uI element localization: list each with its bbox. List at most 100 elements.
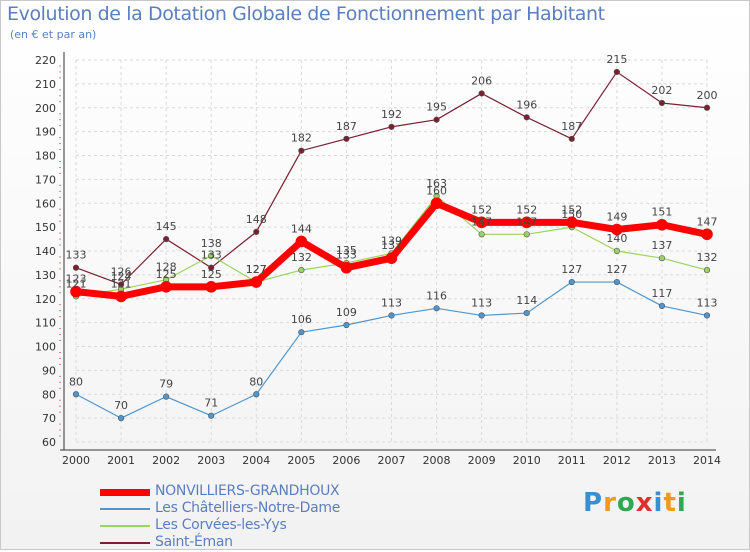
data-label: 195 — [426, 101, 447, 114]
data-label: 79 — [159, 378, 173, 391]
legend-swatch — [100, 508, 150, 510]
logo-letter: t — [663, 488, 677, 518]
proxiti-logo: Proxiti — [583, 488, 687, 518]
data-point — [658, 255, 666, 262]
x-tick-label: 2004 — [242, 454, 270, 467]
data-label: 196 — [516, 98, 537, 111]
data-point — [478, 312, 485, 319]
logo-letter: i — [676, 488, 687, 518]
data-label: 202 — [651, 84, 672, 97]
data-point — [388, 312, 395, 319]
data-label: 109 — [336, 306, 357, 319]
y-tick-label: 80 — [42, 388, 56, 401]
x-tick-label: 2014 — [693, 454, 721, 467]
data-point — [388, 123, 395, 130]
data-point — [430, 197, 443, 210]
legend-label: Les Corvées-les-Yys — [155, 517, 287, 533]
data-label: 192 — [381, 108, 402, 121]
logo-letter: i — [653, 488, 664, 518]
data-label: 152 — [471, 203, 492, 216]
data-point — [115, 290, 127, 303]
data-point — [163, 393, 170, 400]
data-point — [658, 302, 666, 310]
data-point — [385, 252, 398, 264]
chart-title: Evolution de la Dotation Globale de Fonc… — [7, 3, 605, 25]
legend-label: Saint-Éman — [155, 534, 233, 550]
data-label: 113 — [471, 296, 492, 309]
legend-label: Les Châtelliers-Notre-Dame — [155, 500, 341, 516]
x-tick-label: 2001 — [107, 454, 135, 467]
chart-subtitle: (en € et par an) — [10, 28, 97, 41]
data-point — [117, 415, 125, 422]
data-label: 160 — [426, 184, 447, 197]
y-tick-label: 140 — [35, 245, 56, 258]
data-label: 132 — [291, 251, 312, 264]
data-label: 80 — [69, 375, 83, 388]
data-label: 133 — [201, 249, 222, 262]
data-point — [523, 309, 530, 317]
data-label: 106 — [291, 313, 312, 326]
y-tick-label: 90 — [42, 364, 56, 377]
y-tick-label: 120 — [35, 293, 56, 306]
data-label: 133 — [66, 249, 87, 262]
data-label: 151 — [651, 206, 672, 219]
data-point — [70, 285, 82, 298]
data-label: 135 — [336, 244, 357, 257]
data-label: 71 — [204, 397, 218, 410]
data-label: 123 — [66, 273, 87, 286]
data-label: 121 — [111, 277, 132, 290]
data-label: 128 — [156, 261, 177, 274]
data-point — [72, 264, 80, 271]
y-tick-label: 110 — [35, 317, 56, 330]
data-point — [656, 218, 668, 231]
data-label: 137 — [381, 239, 402, 252]
data-label: 152 — [561, 203, 582, 216]
series-lines — [70, 68, 713, 422]
data-label: 187 — [336, 120, 357, 133]
logo-letter: r — [603, 488, 617, 518]
data-label: 113 — [381, 296, 402, 309]
x-tick-label: 2005 — [287, 454, 315, 467]
legend-label: NONVILLIERS-GRANDHOUX — [155, 483, 340, 499]
data-point — [613, 68, 620, 76]
data-point — [611, 223, 623, 236]
data-point — [250, 276, 263, 288]
data-label: 140 — [606, 232, 627, 245]
data-point — [72, 391, 80, 398]
data-label: 121 — [66, 277, 87, 290]
data-point — [478, 90, 485, 97]
data-label: 137 — [651, 239, 672, 252]
legend-swatch — [100, 542, 150, 544]
data-point — [298, 329, 305, 336]
grid — [75, 59, 708, 443]
data-label: 150 — [561, 208, 582, 221]
data-point — [205, 281, 218, 293]
logo-letter: x — [635, 488, 654, 518]
y-tick-label: 160 — [35, 197, 56, 210]
data-label: 114 — [516, 294, 537, 307]
data-label: 124 — [111, 270, 132, 283]
x-tick-label: 2006 — [332, 454, 360, 467]
data-point — [475, 216, 488, 229]
x-tick-label: 2013 — [648, 454, 676, 467]
data-point — [701, 228, 713, 241]
data-label: 148 — [246, 213, 267, 226]
data-point — [208, 412, 215, 419]
data-label: 139 — [381, 234, 402, 247]
x-tick-label: 2008 — [423, 454, 451, 467]
x-tick-label: 2007 — [378, 454, 406, 467]
data-point — [568, 135, 575, 142]
data-point — [703, 104, 711, 111]
data-point — [298, 147, 305, 154]
logo-letter: o — [616, 488, 636, 518]
y-tick-label: 180 — [35, 150, 56, 163]
y-tick-label: 130 — [35, 269, 56, 282]
data-point — [703, 267, 711, 274]
data-point — [253, 391, 260, 398]
data-label: 149 — [606, 211, 627, 224]
data-label: 147 — [697, 215, 718, 228]
line-chart: 60 70 80 90 100 110 120 130 140 150 160 170 180 190 20… — [35, 52, 721, 467]
x-tick-label: 2012 — [603, 454, 631, 467]
y-tick-label: 210 — [35, 78, 56, 91]
x-tick-label: 2003 — [197, 454, 225, 467]
